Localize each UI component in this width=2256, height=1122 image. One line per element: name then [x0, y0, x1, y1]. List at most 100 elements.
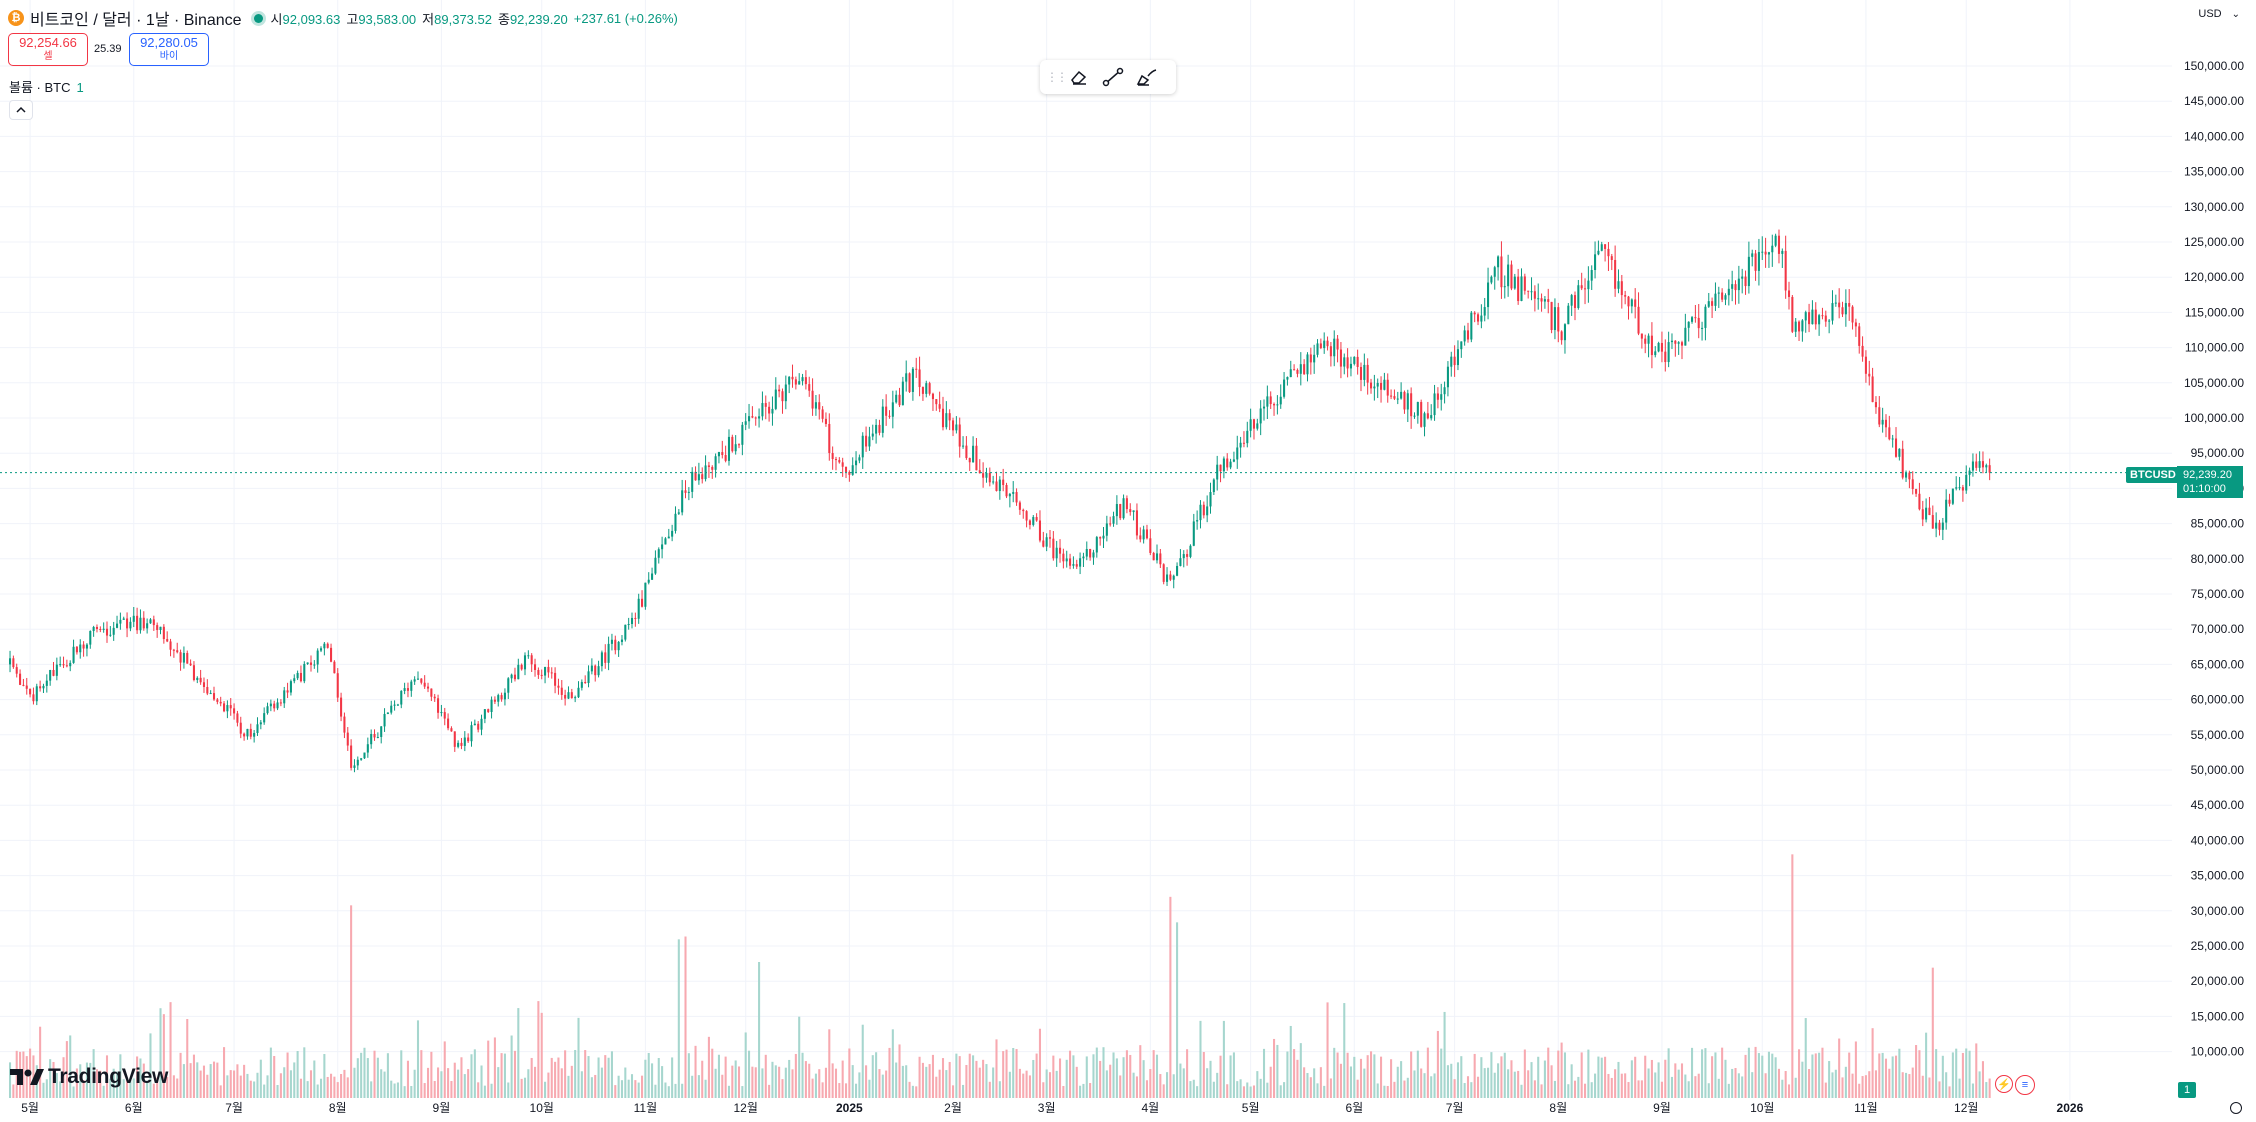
lightning-icon[interactable]: ⚡: [1995, 1075, 2013, 1093]
price-axis-label: 35,000.00: [2191, 869, 2245, 883]
candle-body: [1791, 296, 1794, 332]
trend-line-tool-button[interactable]: [1096, 62, 1130, 92]
us-flag-icon[interactable]: ≡: [2015, 1075, 2035, 1095]
eraser-tool-button[interactable]: [1062, 62, 1096, 92]
sell-button[interactable]: 92,254.66 셀: [8, 33, 88, 66]
volume-bar: [1677, 1069, 1680, 1098]
price-axis-label: 25,000.00: [2191, 939, 2245, 953]
tradingview-logo[interactable]: TradingView: [10, 1065, 168, 1089]
candle-body: [1513, 276, 1516, 289]
collapse-legend-button[interactable]: [9, 100, 33, 120]
candle-body: [1737, 278, 1740, 291]
chart-grid: [0, 0, 2172, 1100]
volume-legend[interactable]: 볼륨 · BTC 1: [9, 77, 84, 96]
candle-body: [1289, 369, 1292, 378]
volume-bar: [998, 1081, 1001, 1098]
volume-bars: [8, 854, 1991, 1098]
candle-body: [1948, 499, 1951, 504]
candle-body: [1878, 407, 1881, 425]
candle-body: [1286, 377, 1289, 380]
volume-bar: [1654, 1072, 1657, 1098]
candle-body: [1891, 438, 1894, 440]
candle-body: [433, 696, 436, 699]
volume-bar: [1493, 1072, 1496, 1098]
time-axis-label: 2025: [836, 1101, 863, 1115]
volume-bar: [286, 1052, 289, 1098]
candle-body: [346, 732, 349, 746]
volume-bar: [309, 1070, 313, 1098]
volume-bar: [1022, 1073, 1025, 1098]
candle-body: [1831, 303, 1834, 321]
candle-body: [1119, 504, 1122, 519]
volume-bar: [259, 1059, 262, 1098]
candle-body: [1858, 326, 1861, 346]
volume-bar: [1276, 1044, 1279, 1098]
volume-bar: [105, 1055, 109, 1098]
candle-body: [1196, 520, 1199, 522]
candle-body: [243, 733, 246, 737]
ohlc-high: 고93,583.00: [346, 11, 417, 27]
volume-bar: [1012, 1047, 1015, 1098]
volume-bar: [1985, 1082, 1988, 1098]
drag-handle-icon[interactable]: ⋮⋮: [1046, 70, 1068, 84]
volume-bar: [834, 1068, 838, 1098]
volume-bar: [216, 1062, 219, 1098]
currency-select[interactable]: USD ⌄: [2198, 8, 2240, 20]
volume-bar: [72, 1086, 75, 1098]
volume-bar: [1691, 1047, 1694, 1098]
candle-body: [1139, 535, 1142, 540]
candle-body: [1363, 364, 1366, 380]
volume-bar: [1099, 1060, 1102, 1098]
candle-body: [1894, 438, 1898, 457]
volume-bar: [1547, 1047, 1550, 1098]
volume-bar: [1617, 1061, 1620, 1098]
volume-bar: [1487, 1067, 1490, 1098]
volume-bar: [855, 1083, 858, 1098]
volume-bar: [1236, 1081, 1239, 1098]
candle-body: [811, 390, 814, 409]
volume-bar: [273, 1055, 276, 1098]
volume-bar: [885, 1070, 888, 1098]
candle-body: [477, 723, 480, 730]
candle-body: [1316, 343, 1319, 355]
settings-icon[interactable]: [2230, 1102, 2242, 1114]
volume-bar: [1804, 1018, 1807, 1098]
candle-body: [1216, 464, 1219, 480]
price-axis-label: 60,000.00: [2191, 693, 2245, 707]
volume-scale-badge: 1: [2178, 1082, 2196, 1098]
volume-bar: [687, 1053, 690, 1098]
volume-bar: [386, 1053, 389, 1098]
candle-body: [510, 674, 513, 679]
candle-body: [1941, 522, 1944, 530]
volume-bar: [1416, 1050, 1419, 1098]
volume-bar: [654, 1084, 657, 1098]
symbol-title[interactable]: 비트코인 / 달러 · 1날 · Binance: [30, 12, 242, 29]
volume-bar: [1824, 1082, 1827, 1098]
volume-bar: [52, 1061, 55, 1098]
candle-body: [1393, 396, 1396, 399]
buy-button[interactable]: 92,280.05 바이: [129, 33, 209, 66]
currency-value: USD: [2198, 8, 2222, 20]
volume-bar: [223, 1047, 226, 1098]
candle-body: [1854, 322, 1857, 327]
tradingview-wordmark: TradingView: [48, 1065, 169, 1088]
volume-legend-value: 1: [76, 80, 84, 95]
candle-body: [1971, 461, 1974, 471]
candle-body: [1219, 464, 1222, 472]
volume-bar: [1948, 1086, 1951, 1098]
candle-body: [1129, 509, 1132, 513]
volume-bar: [25, 1056, 28, 1098]
volume-bar: [1038, 1028, 1042, 1098]
candle-body: [754, 417, 757, 419]
candle-body: [423, 682, 426, 687]
candle-body: [316, 650, 319, 665]
brush-tool-button[interactable]: [1130, 62, 1164, 92]
candle-body: [888, 415, 891, 417]
volume-bar: [1189, 1081, 1192, 1098]
volume-bar: [152, 1083, 155, 1098]
price-axis-label: 75,000.00: [2191, 587, 2245, 601]
price-axis-label: 140,000.00: [2184, 129, 2244, 143]
candle-body: [1199, 504, 1202, 521]
volume-bar: [1607, 1073, 1610, 1098]
